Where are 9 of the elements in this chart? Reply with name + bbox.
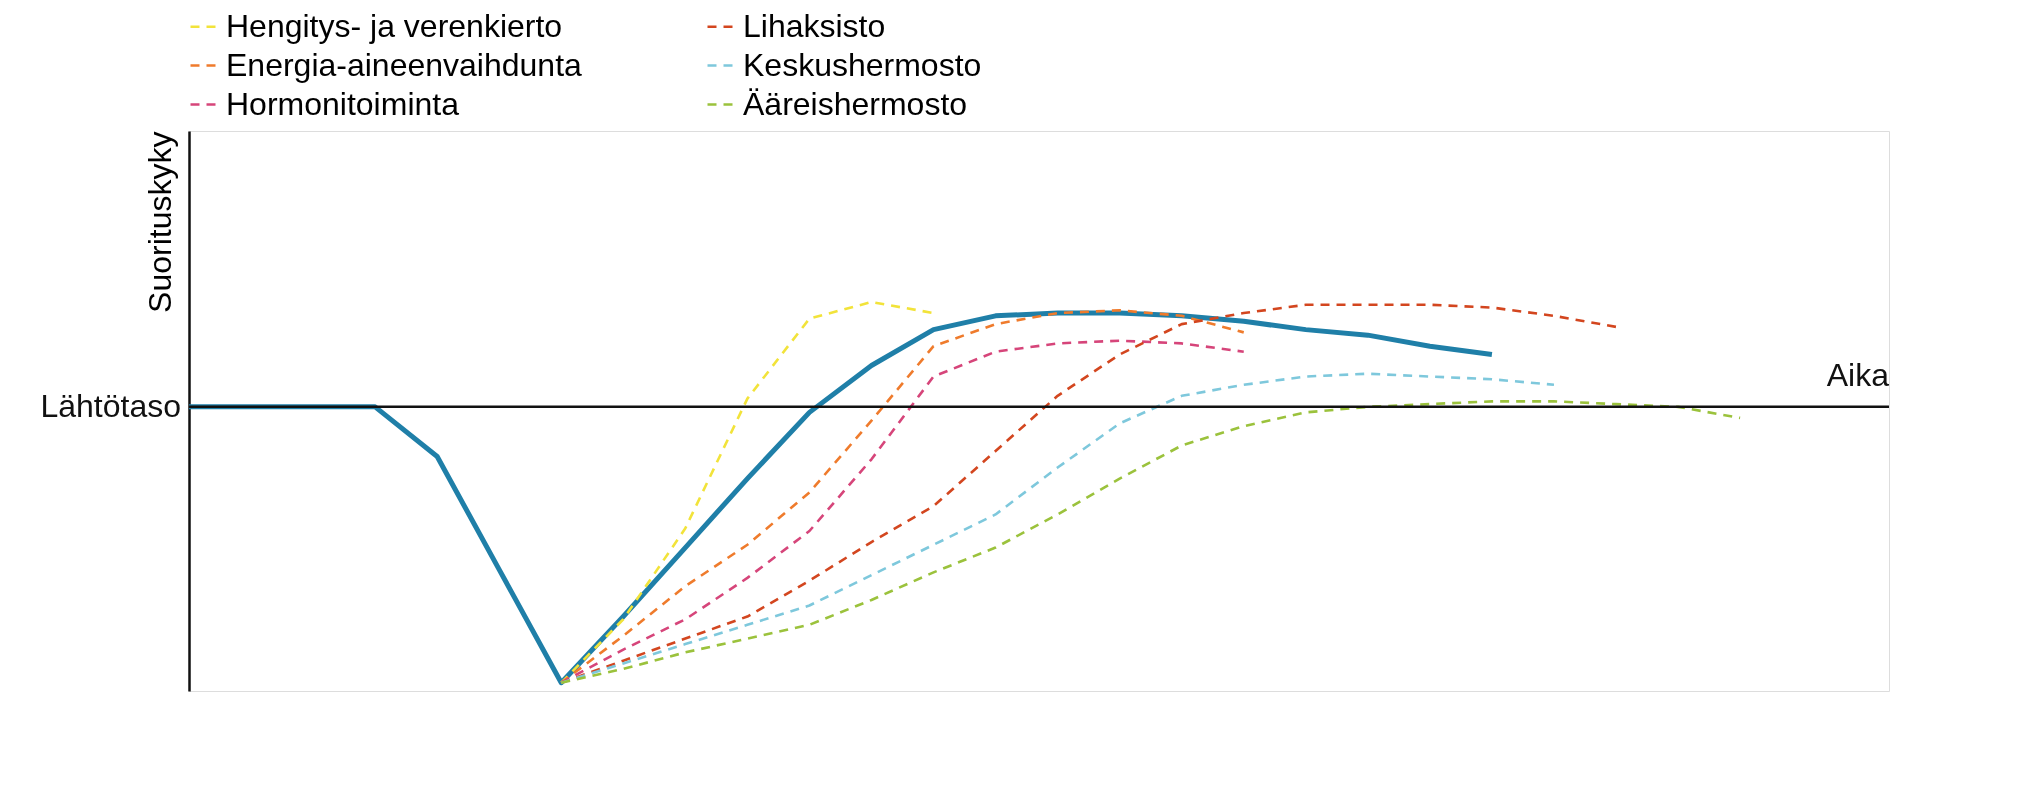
legend-label: Energia-aineenvaihdunta [226, 46, 583, 83]
legend-label: Ääreishermosto [743, 85, 968, 122]
legend-label: Hengitys- ja verenkierto [226, 7, 563, 44]
legend-label: Hormonitoiminta [226, 85, 460, 122]
x-axis-title: Aika [1826, 356, 1890, 393]
y-axis-title: Suorituskyky [141, 131, 178, 313]
legend-label: Keskushermosto [743, 46, 982, 83]
annotation: Lähtötaso [40, 387, 181, 424]
legend-label: Lihaksisto [743, 7, 886, 44]
